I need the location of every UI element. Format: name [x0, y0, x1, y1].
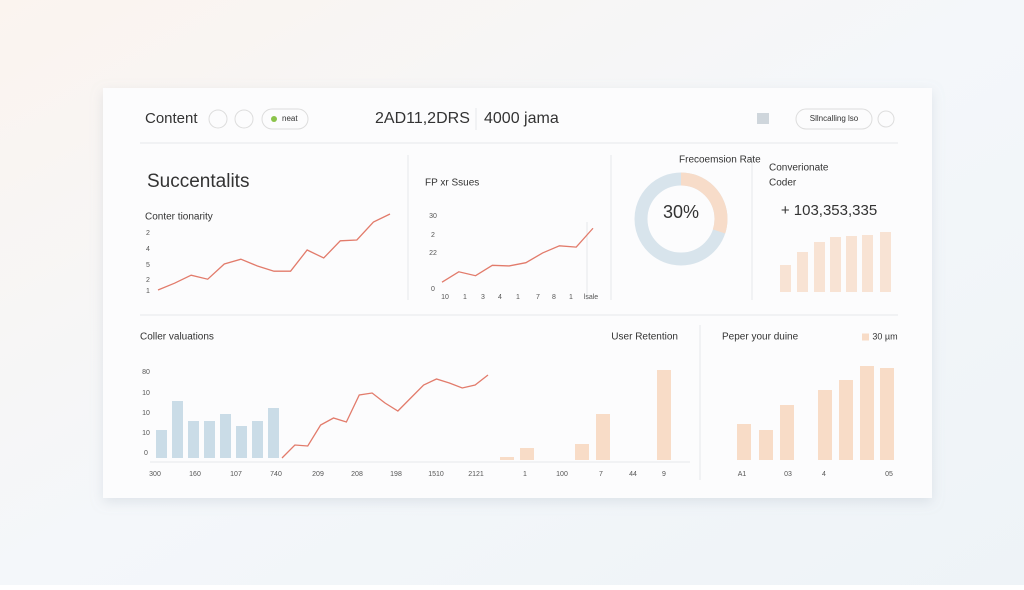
y-tick-label: 2: [146, 230, 150, 237]
x-tick-label: 209: [312, 471, 324, 478]
panel-subtitle: Conter tionarity: [145, 212, 213, 223]
y-tick-label: 10: [142, 410, 150, 417]
x-tick-label: 1: [463, 294, 467, 301]
tag-text: neat: [282, 114, 298, 123]
panel-title: Peper your duine: [722, 332, 799, 343]
bar: [236, 426, 247, 458]
x-tick-label: 160: [189, 471, 201, 478]
x-tick-label: 05: [885, 471, 893, 478]
donut-label: 30%: [663, 202, 699, 222]
y-tick-label: 4: [146, 246, 150, 253]
bar: [657, 370, 671, 460]
x-tick-label: 107: [230, 471, 242, 478]
x-tick-label: 208: [351, 471, 363, 478]
bar: [860, 366, 874, 460]
line-series: [441, 227, 594, 283]
y-tick-label: 10: [142, 390, 150, 397]
icon-button[interactable]: [234, 109, 254, 129]
x-tick-label: lsale: [584, 294, 599, 301]
bar: [268, 408, 279, 458]
bar: [188, 421, 199, 458]
line-series: [281, 374, 489, 459]
x-tick-label: 3: [481, 294, 485, 301]
x-tick-label: 1: [516, 294, 520, 301]
x-tick-label: 7: [599, 471, 603, 478]
bar: [172, 401, 183, 458]
panel-title: FP xr Ssues: [425, 178, 479, 189]
y-tick-label: 22: [429, 250, 437, 257]
x-tick-label: 03: [784, 471, 792, 478]
y-tick-label: 0: [431, 286, 435, 293]
header-title: Content: [145, 110, 198, 127]
y-tick-label: 1: [146, 288, 150, 295]
bar: [759, 430, 773, 460]
bar: [880, 232, 891, 292]
bar: [880, 368, 894, 460]
action-text: Sllncalling lso: [810, 114, 859, 123]
tag-pill[interactable]: [261, 108, 309, 130]
x-tick-label: 8: [552, 294, 556, 301]
x-tick-label: 2121: [468, 471, 484, 478]
x-tick-label: 1: [523, 471, 527, 478]
y-tick-label: 2: [146, 277, 150, 284]
bar: [252, 421, 263, 458]
panel-title: Coller valuations: [140, 332, 214, 343]
bar: [814, 242, 825, 292]
y-tick-label: 80: [142, 369, 150, 376]
x-tick-label: 9: [662, 471, 666, 478]
bar: [500, 457, 514, 460]
headline: + 103,353,335: [781, 202, 877, 219]
bar: [862, 235, 873, 292]
line-series: [157, 213, 391, 291]
x-tick-label: 100: [556, 471, 568, 478]
y-tick-label: 5: [146, 262, 150, 269]
x-tick-label: 1510: [428, 471, 444, 478]
panel-title: Frecoemsion Rate: [679, 155, 761, 166]
bar: [596, 414, 610, 460]
bar: [156, 430, 167, 458]
bar: [846, 236, 857, 292]
x-tick-label: 4: [822, 471, 826, 478]
x-tick-label: 7: [536, 294, 540, 301]
icon-button[interactable]: [208, 109, 228, 129]
y-tick-label: 2: [431, 232, 435, 239]
y-tick-label: 10: [142, 430, 150, 437]
legend-swatch: [862, 333, 869, 341]
y-tick-label: 0: [144, 450, 148, 457]
bar: [575, 444, 589, 460]
bar: [204, 421, 215, 458]
bar: [780, 265, 791, 292]
x-tick-label: 300: [149, 471, 161, 478]
bar: [780, 405, 794, 460]
header-metric: 4000 jama: [484, 110, 559, 127]
header-metric: 2AD11,2DRS: [375, 110, 470, 127]
bar: [797, 252, 808, 292]
bar: [520, 448, 534, 460]
action-pill[interactable]: [795, 108, 873, 130]
panel-title: Coder: [769, 178, 797, 189]
x-tick-label: 10: [441, 294, 449, 301]
icon-button[interactable]: [877, 110, 895, 128]
x-tick-label: 44: [629, 471, 637, 478]
x-tick-label: A1: [738, 471, 747, 478]
icon[interactable]: [757, 113, 769, 124]
x-tick-label: 740: [270, 471, 282, 478]
bar: [818, 390, 832, 460]
panel-title: User Retention: [611, 332, 678, 343]
x-tick-label: 1: [569, 294, 573, 301]
legend-label: 30 µm: [872, 331, 897, 341]
bar: [220, 414, 231, 458]
bar: [737, 424, 751, 460]
y-tick-label: 30: [429, 213, 437, 220]
x-tick-label: 198: [390, 471, 402, 478]
bar: [830, 237, 841, 292]
x-tick-label: 4: [498, 294, 502, 301]
bar: [839, 380, 853, 460]
panel-title: Converionate: [769, 163, 829, 174]
tag-dot: [271, 116, 277, 122]
donut-segment: [634, 172, 728, 266]
panel-title: Succentalits: [147, 171, 249, 192]
